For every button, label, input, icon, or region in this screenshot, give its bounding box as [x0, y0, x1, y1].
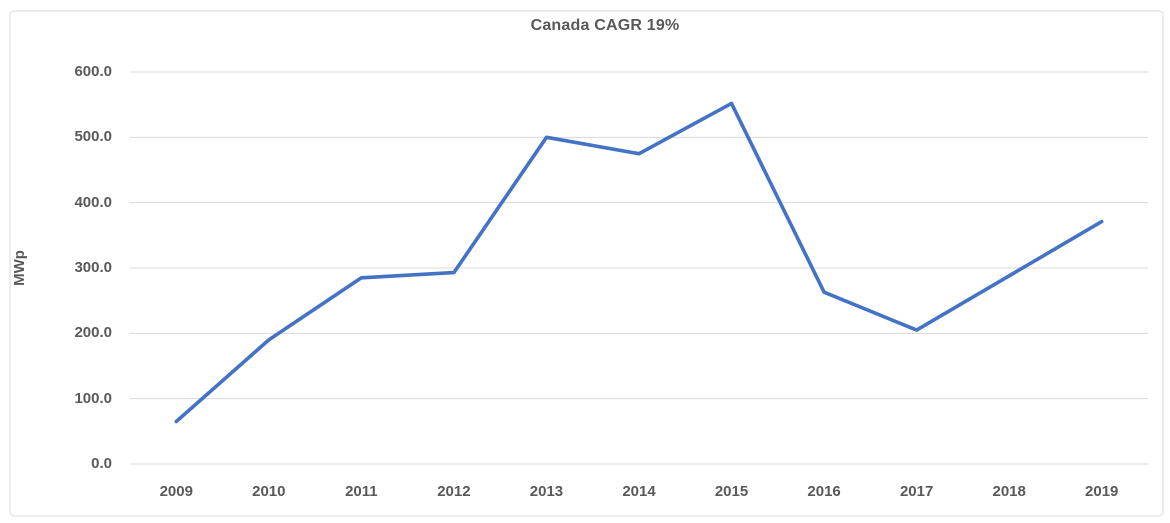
x-axis-tick-label: 2013	[529, 483, 564, 500]
x-axis-tick-label: 2019	[1085, 483, 1119, 500]
x-axis-tick-label: 2015	[714, 483, 749, 500]
y-axis-tick-label: 500.0	[74, 128, 112, 146]
y-axis-tick-label: 600.0	[74, 63, 112, 80]
y-axis-tick-label: 200.0	[74, 324, 112, 342]
y-axis-tick-label: 300.0	[74, 259, 112, 276]
y-axis-tick-label: 0.0	[91, 455, 112, 472]
x-axis-tick-label: 2016	[807, 483, 841, 500]
x-axis-tick-label: 2011	[345, 483, 378, 500]
x-axis-tick-label: 2009	[159, 483, 193, 500]
data-series-line	[174, 101, 1104, 424]
x-axis-tick-label: 2017	[899, 483, 934, 500]
x-axis-tick-label: 2012	[437, 483, 471, 500]
chart-title: Canada CAGR 19%	[530, 17, 680, 34]
y-axis-tick-label: 400.0	[74, 193, 112, 211]
x-axis-tick-label: 2010	[252, 483, 286, 500]
x-axis-tick-label: 2014	[622, 483, 656, 500]
x-axis-tick-label: 2018	[992, 483, 1026, 500]
y-axis-tick-label: 100.0	[74, 389, 112, 407]
